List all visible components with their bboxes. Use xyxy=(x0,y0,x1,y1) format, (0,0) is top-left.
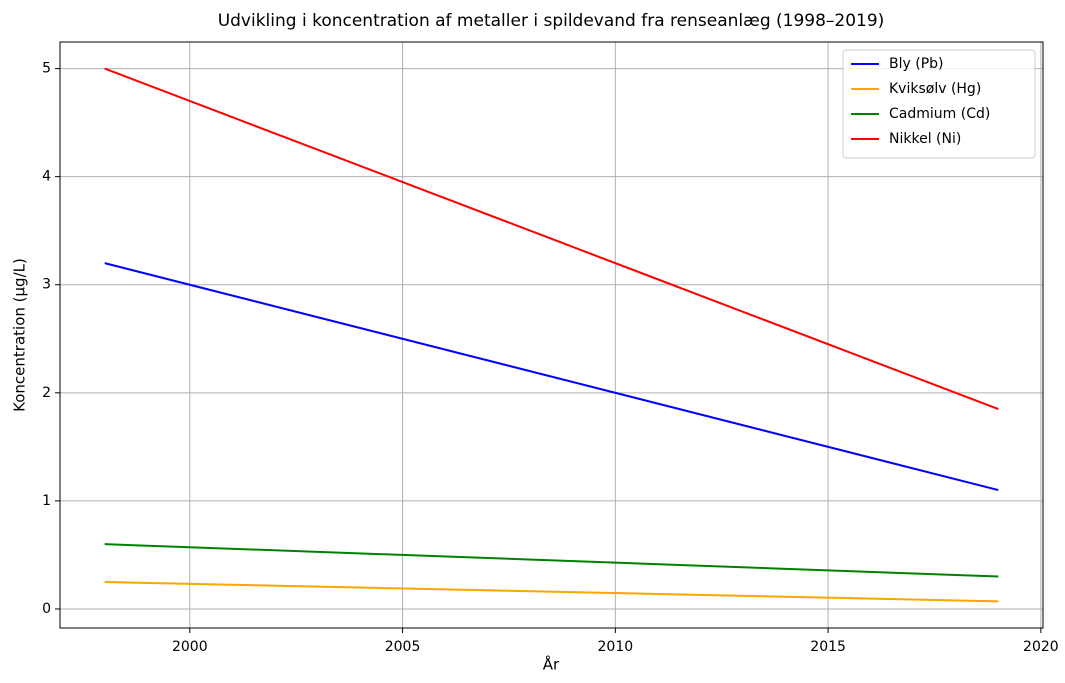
y-tick-label: 2 xyxy=(42,385,51,401)
legend-label: Bly (Pb) xyxy=(889,56,943,72)
data-line xyxy=(104,67,999,410)
x-tick-label: 2000 xyxy=(172,639,208,655)
chart-title: Udvikling i koncentration af metaller i … xyxy=(218,11,885,31)
y-tick-label: 3 xyxy=(42,277,51,293)
x-tick-label: 2015 xyxy=(810,639,846,655)
data-line xyxy=(104,543,999,578)
legend-label: Nikkel (Ni) xyxy=(889,131,961,147)
x-tick-label: 2010 xyxy=(598,639,634,655)
plot-frame xyxy=(59,41,1044,629)
y-tick-label: 4 xyxy=(42,169,51,185)
y-tick-label: 0 xyxy=(42,601,51,617)
y-tick-label: 1 xyxy=(42,493,51,509)
x-tick-label: 2020 xyxy=(1023,639,1059,655)
data-line xyxy=(104,580,999,603)
data-line xyxy=(104,262,999,492)
x-tick-label: 2005 xyxy=(385,639,421,655)
legend-label: Kviksølv (Hg) xyxy=(889,81,981,97)
x-axis-label: År xyxy=(543,655,560,674)
y-axis-label: Koncentration (µg/L) xyxy=(11,258,29,412)
legend-box xyxy=(842,49,1036,159)
legend-label: Cadmium (Cd) xyxy=(889,106,990,122)
y-tick-label: 5 xyxy=(42,61,51,77)
